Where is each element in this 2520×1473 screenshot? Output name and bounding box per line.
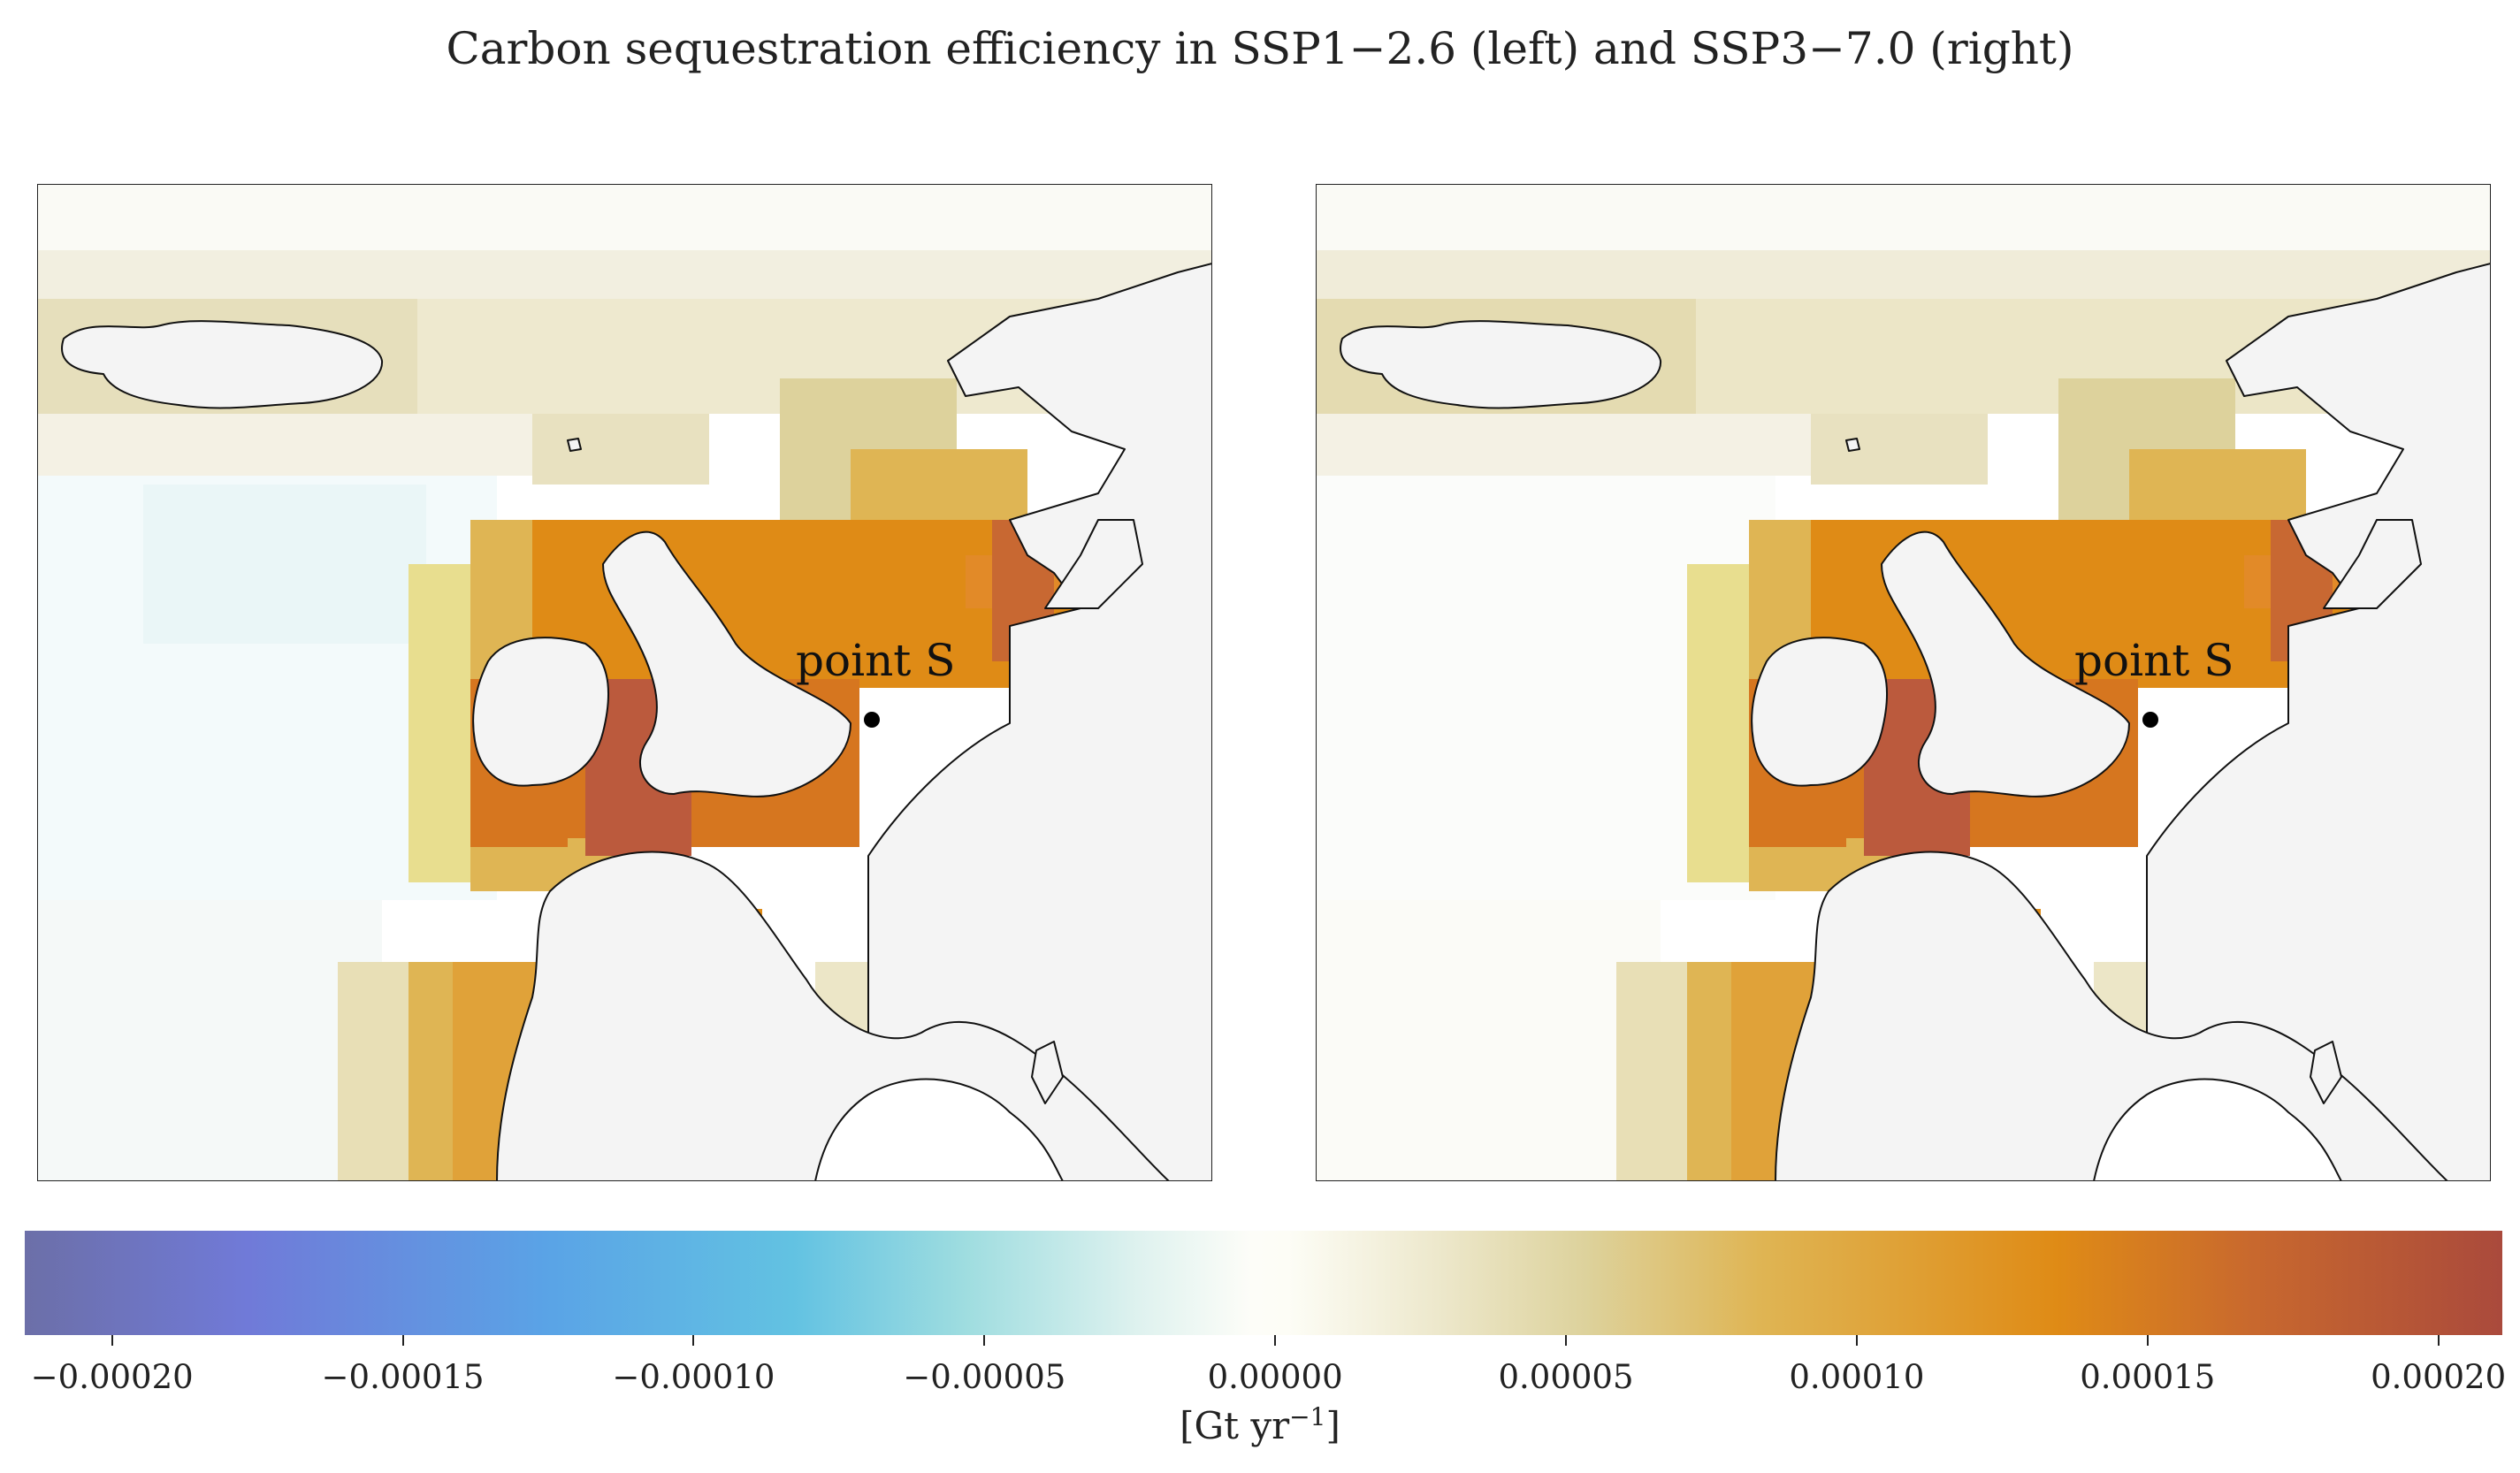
colorbar-label: [Gt yr−1] — [0, 1402, 2520, 1447]
land-right — [1340, 263, 2491, 1181]
colorbar-tick-label: −0.00005 — [903, 1358, 1066, 1396]
colorbar-tick — [2146, 1335, 2149, 1346]
colorbar-tick-label: −0.00015 — [321, 1358, 485, 1396]
colorbar-tick-label: 0.00000 — [1207, 1358, 1343, 1396]
colorbar-label-exponent: −1 — [1289, 1402, 1326, 1431]
map-panel-ssp126: point S — [37, 184, 1212, 1181]
colorbar-tick — [401, 1335, 404, 1346]
ireland-left — [472, 637, 609, 787]
mediterranean-right — [2093, 1078, 2342, 1181]
corsica-right — [2310, 1041, 2342, 1104]
colorbar-tick — [2437, 1335, 2440, 1346]
britain-left — [602, 530, 851, 798]
colorbar — [25, 1231, 2502, 1335]
colorbar-label-end: ] — [1325, 1404, 1340, 1447]
iceland-right — [1340, 320, 1662, 409]
scandinavia-left — [867, 263, 1212, 1181]
colorbar-tick — [692, 1335, 695, 1346]
colorbar-axis: −0.00020 −0.00015 −0.00010 −0.00005 0.00000 0… — [25, 1335, 2506, 1406]
colorbar-tick — [1565, 1335, 1568, 1346]
colorbar-tick — [983, 1335, 986, 1346]
colorbar-tick-label: 0.00015 — [2080, 1358, 2216, 1396]
land-left — [61, 263, 1212, 1181]
map-svg-right — [1316, 184, 2491, 1181]
denmark-right — [2323, 519, 2422, 609]
colorbar-tick — [1274, 1335, 1277, 1346]
ireland-right — [1751, 637, 1888, 787]
point-s-label-right: point S — [2074, 635, 2234, 686]
colorbar-tick-label: 0.00005 — [1498, 1358, 1634, 1396]
figure-title: Carbon sequestration efficiency in SSP1−… — [446, 23, 2074, 74]
iceland-left — [61, 320, 384, 409]
point-s-marker-right — [2142, 712, 2158, 728]
point-s-label-left: point S — [796, 635, 956, 686]
france-iberia-right — [1775, 851, 2448, 1181]
colorbar-tick — [1855, 1335, 1858, 1346]
denmark-left — [1044, 519, 1143, 609]
faroe-right — [1845, 438, 1860, 452]
faroe-left — [567, 438, 582, 452]
britain-right — [1881, 530, 2130, 798]
point-s-marker-left — [864, 712, 880, 728]
colorbar-tick-label: 0.00020 — [2371, 1358, 2507, 1396]
france-iberia-left — [496, 851, 1170, 1181]
mediterranean-left — [814, 1078, 1064, 1181]
colorbar-label-main: [Gt yr — [1180, 1404, 1290, 1447]
map-svg-left — [37, 184, 1212, 1181]
colorbar-tick-label: 0.00010 — [1789, 1358, 1925, 1396]
colorbar-tick-label: −0.00010 — [612, 1358, 775, 1396]
colorbar-tick — [111, 1335, 113, 1346]
scandinavia-right — [2146, 263, 2491, 1181]
map-panel-ssp370: point S — [1316, 184, 2491, 1181]
colorbar-tick-label: −0.00020 — [30, 1358, 194, 1396]
corsica-left — [1031, 1041, 1064, 1104]
